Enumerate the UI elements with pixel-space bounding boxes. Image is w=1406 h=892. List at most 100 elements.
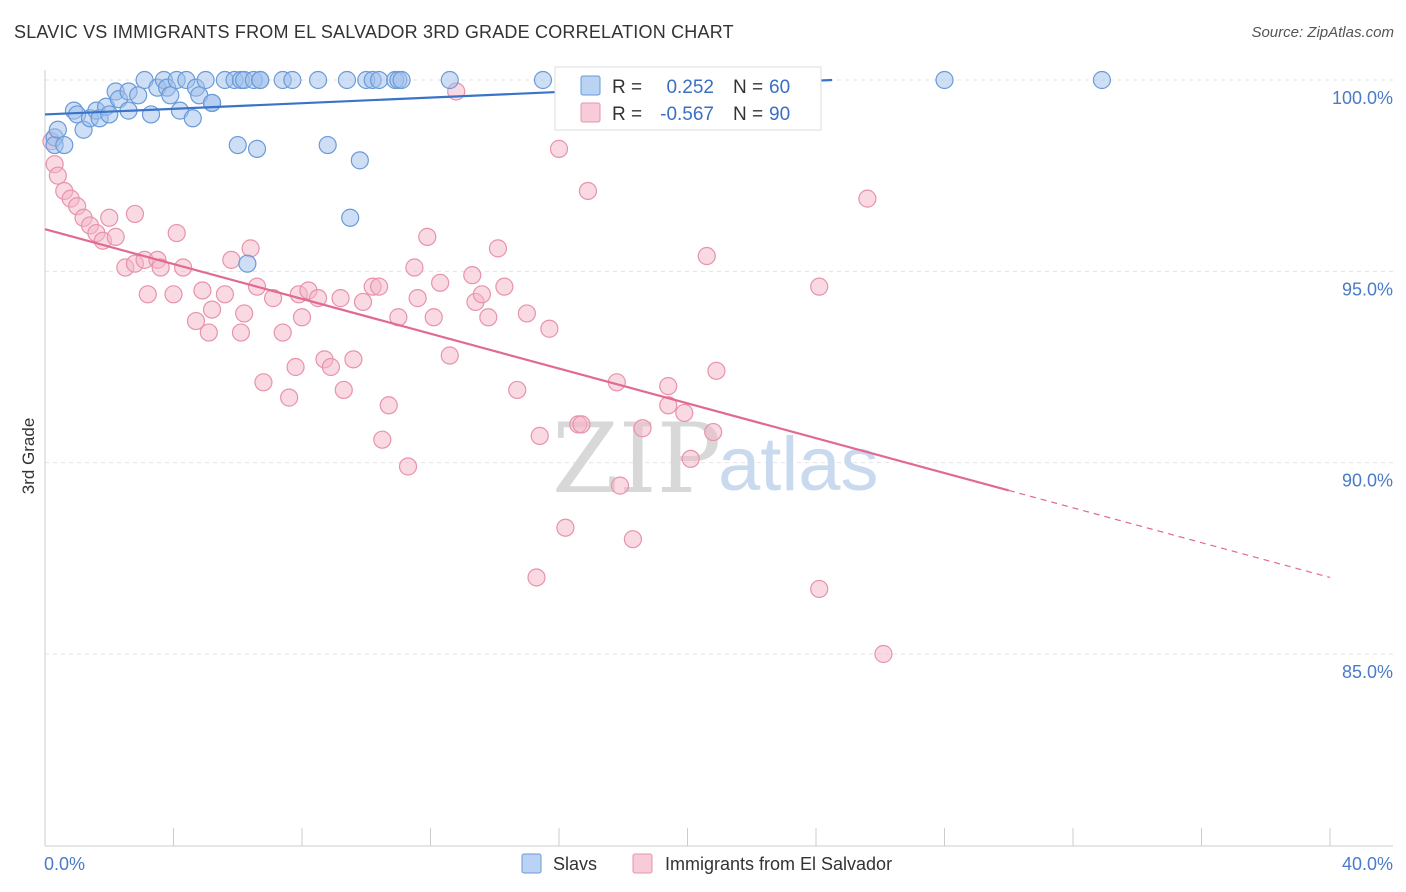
data-point-slavs: [48, 120, 67, 139]
series-legend: Slavs Immigrants from El Salvador: [521, 853, 892, 874]
data-point-immigrants: [675, 403, 694, 423]
data-point-immigrants: [704, 422, 723, 442]
y-tick-labels: 100.0% 95.0% 90.0% 85.0%: [1332, 88, 1393, 682]
data-point-immigrants: [479, 308, 498, 327]
bottom-legend-swatch-slavs: [521, 853, 542, 874]
legend-r-value-immigrants: -0.567: [660, 104, 714, 125]
data-point-immigrants: [167, 223, 186, 243]
y-tick-label: 100.0%: [1332, 88, 1393, 108]
data-point-slavs: [308, 70, 328, 90]
series-slavs-points: [45, 70, 1112, 273]
legend-r-label-immigrants: R =: [612, 104, 642, 125]
x-tick-label-min: 0.0%: [44, 854, 85, 874]
data-point-immigrants: [707, 361, 726, 380]
correlation-legend: R = 0.252 N = 60 R = -0.567 N = 90: [554, 66, 822, 131]
data-point-immigrants: [231, 323, 251, 342]
y-tick-label: 95.0%: [1342, 279, 1393, 299]
data-point-slavs: [251, 70, 270, 90]
data-point-immigrants: [418, 227, 437, 246]
data-point-immigrants: [556, 518, 575, 537]
data-point-slavs: [337, 70, 357, 90]
data-point-slavs: [392, 70, 411, 90]
data-point-immigrants: [280, 388, 299, 407]
data-point-slavs: [318, 135, 337, 155]
data-point-slavs: [183, 109, 202, 128]
data-point-immigrants: [810, 277, 829, 296]
data-point-slavs: [533, 70, 553, 90]
trend-line-extension-immigrants: [1008, 489, 1331, 579]
series-immigrants-points: [42, 82, 893, 664]
legend-n-label-slavs: N =: [733, 77, 763, 98]
data-point-slavs: [238, 254, 257, 273]
data-point-immigrants: [681, 449, 700, 468]
x-ticks: [44, 828, 1331, 846]
data-point-immigrants: [488, 239, 508, 258]
legend-n-value-immigrants: 90: [769, 104, 790, 125]
data-point-immigrants: [697, 246, 716, 266]
data-point-slavs: [247, 139, 267, 158]
data-point-immigrants: [202, 300, 222, 319]
data-point-immigrants: [48, 166, 67, 185]
source-credit: Source: ZipAtlas.com: [1251, 24, 1394, 41]
watermark-atlas: atlas: [718, 422, 879, 507]
data-point-immigrants: [610, 476, 630, 495]
data-point-slavs: [341, 208, 360, 227]
legend-swatch-immigrants: [580, 102, 601, 123]
bottom-legend-label-slavs: Slavs: [553, 854, 597, 874]
data-point-slavs: [129, 86, 148, 105]
data-point-slavs: [350, 151, 369, 170]
data-point-slavs: [55, 135, 74, 155]
data-point-immigrants: [334, 380, 353, 400]
data-point-slavs: [283, 70, 302, 90]
data-point-immigrants: [495, 277, 514, 296]
data-point-immigrants: [440, 346, 459, 365]
data-point-immigrants: [530, 426, 549, 445]
data-point-immigrants: [199, 323, 218, 342]
legend-r-label-slavs: R =: [612, 77, 642, 98]
data-point-slavs: [440, 70, 459, 90]
data-point-immigrants: [138, 285, 157, 304]
data-point-immigrants: [472, 285, 491, 304]
legend-swatch-slavs: [580, 75, 601, 96]
data-point-immigrants: [235, 304, 254, 323]
data-point-immigrants: [186, 311, 206, 331]
data-point-immigrants: [633, 419, 652, 438]
data-point-immigrants: [331, 289, 350, 308]
data-point-immigrants: [578, 181, 598, 201]
y-tick-label: 85.0%: [1342, 662, 1393, 682]
data-point-immigrants: [379, 396, 398, 415]
data-point-immigrants: [321, 357, 341, 377]
bottom-legend-swatch-immigrants: [632, 853, 653, 874]
x-tick-label-max: 40.0%: [1342, 854, 1393, 874]
data-point-immigrants: [125, 204, 145, 224]
bottom-legend-label-immigrants: Immigrants from El Salvador: [665, 854, 892, 874]
data-point-immigrants: [517, 304, 536, 323]
data-point-immigrants: [164, 285, 183, 304]
data-point-slavs: [100, 105, 119, 124]
data-point-slavs: [370, 70, 389, 90]
watermark: ZIP atlas: [552, 403, 879, 515]
data-point-immigrants: [370, 277, 389, 296]
data-point-immigrants: [405, 258, 424, 277]
data-point-immigrants: [344, 350, 363, 369]
data-point-immigrants: [424, 308, 443, 327]
data-point-immigrants: [431, 273, 450, 292]
y-tick-label: 90.0%: [1342, 471, 1393, 491]
data-point-slavs: [161, 86, 180, 105]
data-point-slavs: [1092, 70, 1112, 90]
data-point-slavs: [228, 135, 247, 155]
trend-line-immigrants: [44, 228, 1010, 492]
data-point-immigrants: [549, 139, 569, 158]
data-point-immigrants: [273, 323, 292, 342]
data-point-immigrants: [572, 415, 591, 434]
data-point-immigrants: [659, 377, 678, 396]
data-point-immigrants: [292, 308, 312, 327]
data-point-immigrants: [100, 208, 119, 227]
data-point-immigrants: [527, 568, 546, 587]
data-point-immigrants: [151, 258, 170, 277]
data-point-immigrants: [874, 644, 893, 664]
data-point-immigrants: [508, 380, 527, 400]
data-point-immigrants: [858, 189, 877, 208]
legend-r-value-slavs: 0.252: [666, 77, 714, 98]
